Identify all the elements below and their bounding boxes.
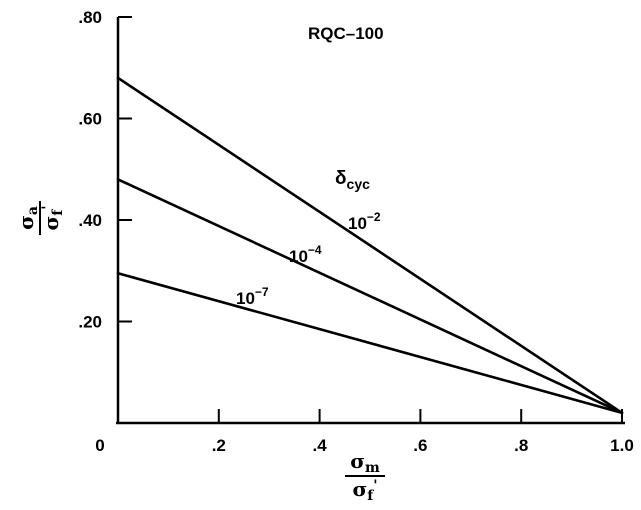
x-label-denominator: σf' [352,477,377,504]
x-tick-label: 1.0 [610,436,634,455]
x-label-numerator: σm [350,449,380,476]
series-label-10-2: 10−2 [348,210,381,233]
x-tick-label: 0 [95,436,104,455]
y-ticks: .20 .40 .60 .80 [78,8,132,332]
y-axis-label: σa σf' [14,201,66,235]
y-label-denominator: σf' [39,205,66,230]
series-line-10-4 [116,178,624,415]
legend-header-sub: cyc [347,176,371,192]
series-lines [116,76,624,415]
x-tick-label: .2 [212,436,226,455]
series-label-10-7: 10−7 [236,285,269,308]
legend-header-base: δ [335,168,347,189]
x-tick-label: .6 [413,436,427,455]
y-tick-label: .40 [78,211,102,230]
y-tick-label: .60 [78,110,102,129]
y-tick-label: .80 [78,8,102,27]
x-axis-label: σm σf' [345,449,385,504]
legend-header: δcyc [335,168,370,192]
y-tick-label: .20 [78,313,102,332]
x-tick-label: .8 [514,436,528,455]
y-label-numerator: σa [14,206,41,230]
series-line-10-7 [116,271,624,415]
chart-title: RQC–100 [308,24,384,43]
x-tick-label: .4 [313,436,328,455]
series-line-10-2 [116,76,624,415]
series-label-10-4: 10−4 [289,243,322,266]
